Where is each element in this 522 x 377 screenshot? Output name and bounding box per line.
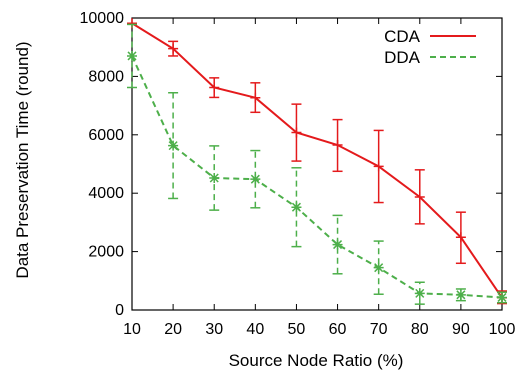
data-point <box>127 50 137 61</box>
data-point <box>250 92 261 103</box>
data-point <box>168 140 179 151</box>
series-line <box>131 22 503 299</box>
data-point <box>497 292 507 303</box>
data-point <box>414 288 425 299</box>
series-layer <box>127 18 507 305</box>
x-axis-label: Source Node Ratio (%) <box>229 351 404 370</box>
x-tick-label: 50 <box>288 321 306 338</box>
data-point <box>332 140 343 151</box>
data-point <box>209 173 220 184</box>
data-point <box>455 289 466 300</box>
y-tick-label: 8000 <box>88 68 124 85</box>
plot-border <box>131 17 503 311</box>
legend-label: CDA <box>384 27 421 46</box>
x-axis: 10 20 30 40 50 60 70 80 90 100 <box>123 18 515 338</box>
series-cda <box>127 18 507 305</box>
y-tick-label: 2000 <box>88 244 124 261</box>
series-dda <box>127 23 507 305</box>
data-point <box>168 43 179 54</box>
data-point <box>455 232 466 243</box>
x-tick-label: 60 <box>329 321 347 338</box>
x-tick-label: 80 <box>411 321 429 338</box>
x-tick-label: 100 <box>489 321 516 338</box>
y-tick-label: 6000 <box>88 127 124 144</box>
data-point <box>209 82 220 93</box>
data-point <box>291 127 302 138</box>
legend-label: DDA <box>384 48 421 67</box>
x-tick-label: 70 <box>370 321 388 338</box>
x-tick-label: 90 <box>452 321 470 338</box>
x-tick-label: 10 <box>123 321 141 338</box>
y-tick-label: 0 <box>115 302 124 319</box>
data-point <box>414 191 425 202</box>
data-point <box>332 239 343 250</box>
x-tick-label: 40 <box>246 321 264 338</box>
legend: CDA DDA <box>384 27 476 67</box>
data-point <box>291 202 302 213</box>
data-point <box>373 161 384 172</box>
data-point <box>373 262 384 273</box>
x-tick-label: 30 <box>205 321 223 338</box>
series-line <box>131 55 503 299</box>
y-tick-label: 10000 <box>80 10 125 27</box>
x-tick-label: 20 <box>164 321 182 338</box>
y-tick-label: 4000 <box>88 185 124 202</box>
y-axis-label: Data Preservation Time (round) <box>13 41 32 278</box>
data-point <box>250 174 261 185</box>
plot-frame <box>131 17 503 311</box>
y-axis: 0 2000 4000 6000 8000 10000 <box>80 10 502 319</box>
